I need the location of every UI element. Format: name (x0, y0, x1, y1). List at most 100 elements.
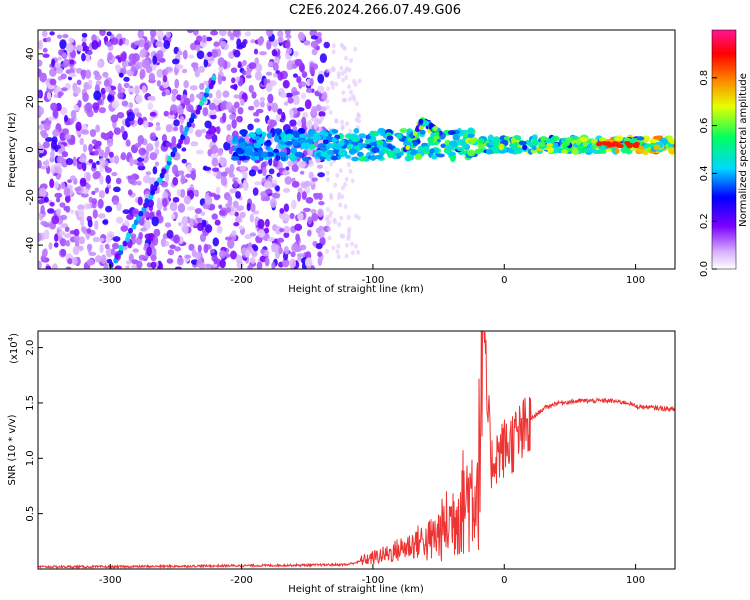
noise-cell (181, 216, 189, 226)
band-cell (371, 138, 377, 143)
noise-cell (41, 248, 48, 258)
noise-cell (60, 214, 68, 221)
noise-cell (315, 243, 323, 250)
noise-cell (348, 168, 353, 174)
noise-cell (149, 152, 158, 161)
noise-cell (195, 149, 204, 155)
noise-cell (105, 236, 112, 243)
noise-cell (204, 263, 213, 269)
band-cell (294, 151, 304, 158)
noise-cell (179, 188, 186, 198)
noise-cell (159, 32, 165, 39)
band-cell (275, 155, 281, 161)
noise-cell (280, 92, 287, 99)
noise-cell (65, 266, 72, 269)
noise-cell (333, 118, 338, 124)
noise-cell (257, 169, 263, 174)
noise-cell (94, 142, 100, 149)
noise-cell (171, 135, 177, 145)
band-cell (466, 149, 476, 157)
band-cell (653, 135, 662, 140)
noise-cell (317, 73, 325, 84)
noise-cell (162, 191, 169, 200)
noise-cell (285, 166, 290, 171)
noise-cell (325, 98, 330, 104)
noise-cell (122, 67, 127, 75)
noise-cell (346, 214, 351, 220)
noise-cell (340, 194, 345, 200)
noise-cell (203, 58, 209, 68)
noise-cell (282, 213, 290, 222)
noise-cell (165, 141, 173, 148)
colorbar-gradient (711, 29, 737, 270)
noise-cell (71, 256, 78, 266)
noise-cell (244, 31, 251, 37)
band-core-cell (615, 142, 622, 147)
noise-cell (251, 244, 257, 249)
x-tick-label: 100 (626, 275, 645, 286)
noise-cell (251, 91, 257, 99)
y-tick-label: 2.0 (25, 340, 36, 356)
noise-cell (342, 46, 347, 52)
noise-cell (245, 74, 252, 79)
noise-cell (51, 58, 56, 68)
band-cell (358, 143, 367, 149)
noise-cell (164, 68, 169, 76)
noise-cell (267, 105, 272, 112)
noise-cell (151, 216, 159, 227)
noise-cell (285, 47, 292, 55)
noise-cell (350, 250, 355, 256)
colorbar: 0.0 0.2 0.4 0.6 0.8 Normalized spectral ampl… (699, 29, 749, 277)
noise-cell (153, 228, 161, 237)
noise-cell (99, 243, 104, 254)
noise-cell (51, 263, 58, 269)
noise-cell (99, 30, 106, 37)
noise-cell (253, 48, 259, 55)
noise-cell (130, 233, 137, 239)
snr-multiplier-base: (x10 (9, 341, 20, 364)
noise-cell (88, 251, 97, 256)
noise-cell (49, 150, 55, 159)
noise-cell (307, 229, 312, 237)
noise-cell (339, 215, 344, 221)
noise-cell (352, 78, 357, 84)
noise-cell (172, 164, 179, 175)
noise-cell (95, 80, 102, 86)
streak-cell (186, 121, 192, 128)
noise-cell (289, 109, 294, 119)
x-tick-label: 100 (626, 575, 645, 586)
noise-cell (73, 86, 81, 95)
colorbar-ticks: 0.0 0.2 0.4 0.6 0.8 (699, 70, 717, 277)
noise-cell (53, 181, 59, 190)
y-tick-label: 0.5 (25, 506, 36, 522)
band-cell (444, 139, 451, 146)
snr-x-label: Height of straight line (km) (288, 584, 424, 595)
streak-cell (122, 240, 128, 247)
noise-cell (279, 228, 285, 233)
snr-series-line (38, 331, 675, 569)
noise-cell (248, 62, 257, 70)
noise-cell (82, 144, 88, 153)
noise-cell (194, 129, 203, 138)
noise-cell (212, 167, 220, 172)
noise-cell (320, 116, 325, 121)
streak-cell (199, 100, 205, 107)
noise-cell (302, 112, 309, 119)
noise-cell (317, 251, 323, 257)
band-cell (290, 147, 298, 155)
noise-cell (183, 135, 191, 145)
noise-cell (122, 209, 131, 215)
noise-cell (208, 125, 217, 135)
noise-cell (232, 206, 238, 213)
noise-cell (278, 88, 285, 93)
noise-cell (67, 258, 73, 265)
band-cell (310, 129, 316, 135)
noise-cell (42, 53, 50, 58)
band-cell (321, 147, 327, 152)
streak-cell (172, 147, 178, 154)
noise-cell (81, 70, 86, 80)
noise-cell (204, 196, 213, 206)
noise-cell (77, 245, 84, 252)
noise-cell (127, 175, 136, 185)
noise-cell (86, 243, 93, 251)
